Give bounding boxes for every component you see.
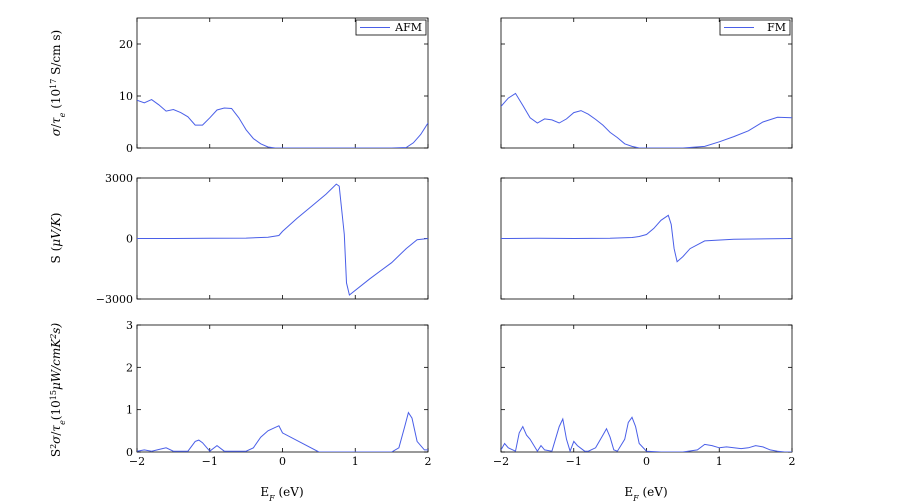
x-tick-label: −1 [202,455,218,468]
series-line-afm [137,183,428,296]
y-tick-label: 10 [119,90,133,103]
axis-labels: σ/τe (1017 S/cm s) S (μV/K) S2σ/τe(1015μW/… [49,30,668,502]
y-tick-label: 3 [126,319,133,332]
x-tick-label: 2 [789,455,796,468]
subplot-pf-afm: −2 −1 0 1 2 0 1 2 3 [126,319,432,468]
subplot-seebeck-afm: −3000 0 3000 [96,172,429,306]
y-axis-label-conductivity: σ/τe (1017 S/cm s) [49,30,67,136]
x-tick-label: −2 [129,455,145,468]
y-tick-label: 2 [126,361,133,374]
series-line-afm [137,99,428,148]
series-line-afm [137,411,428,452]
series-line-fm [501,214,792,263]
subplot-seebeck-fm [500,177,793,300]
legend: AFM [355,19,427,36]
axes-frame [136,17,429,149]
y-tick-label: 3000 [105,172,133,185]
axes-frame [500,17,793,149]
x-tick-label: 1 [352,455,359,468]
x-tick-label: 0 [279,455,286,468]
y-tick-label: 0 [126,142,133,155]
series-line-fm [501,92,792,148]
y-tick-label: 0 [126,233,133,246]
subplot-cond-fm: FM [500,17,793,149]
y-axis-label-power-factor: S2σ/τe(1015μW/cmK2s) [49,323,67,458]
axes-frame [500,324,793,453]
x-tick-label: −1 [566,455,582,468]
y-tick-label: 20 [119,38,133,51]
legend-entry: AFM [394,21,422,34]
x-tick-label: 0 [643,455,650,468]
series-line-fm [501,416,792,452]
legend: FM [719,19,791,36]
y-tick-label: −3000 [96,293,133,306]
x-axis-label-fm: EF (eV) [624,485,667,502]
y-tick-label: 1 [126,404,133,417]
legend-box [719,19,791,36]
subplot-cond-afm: 0 10 20 AFM [119,17,429,155]
legend-entry: FM [767,21,786,34]
x-tick-label: 1 [716,455,723,468]
x-tick-label: 2 [425,455,432,468]
x-tick-label: −2 [493,455,509,468]
y-axis-label-seebeck: S (μV/K) [49,213,63,264]
y-tick-label: 0 [126,446,133,459]
legend-box [355,19,427,36]
x-axis-label-afm: EF (eV) [260,485,303,502]
subplot-pf-fm: −2 −1 0 1 2 [493,324,796,468]
